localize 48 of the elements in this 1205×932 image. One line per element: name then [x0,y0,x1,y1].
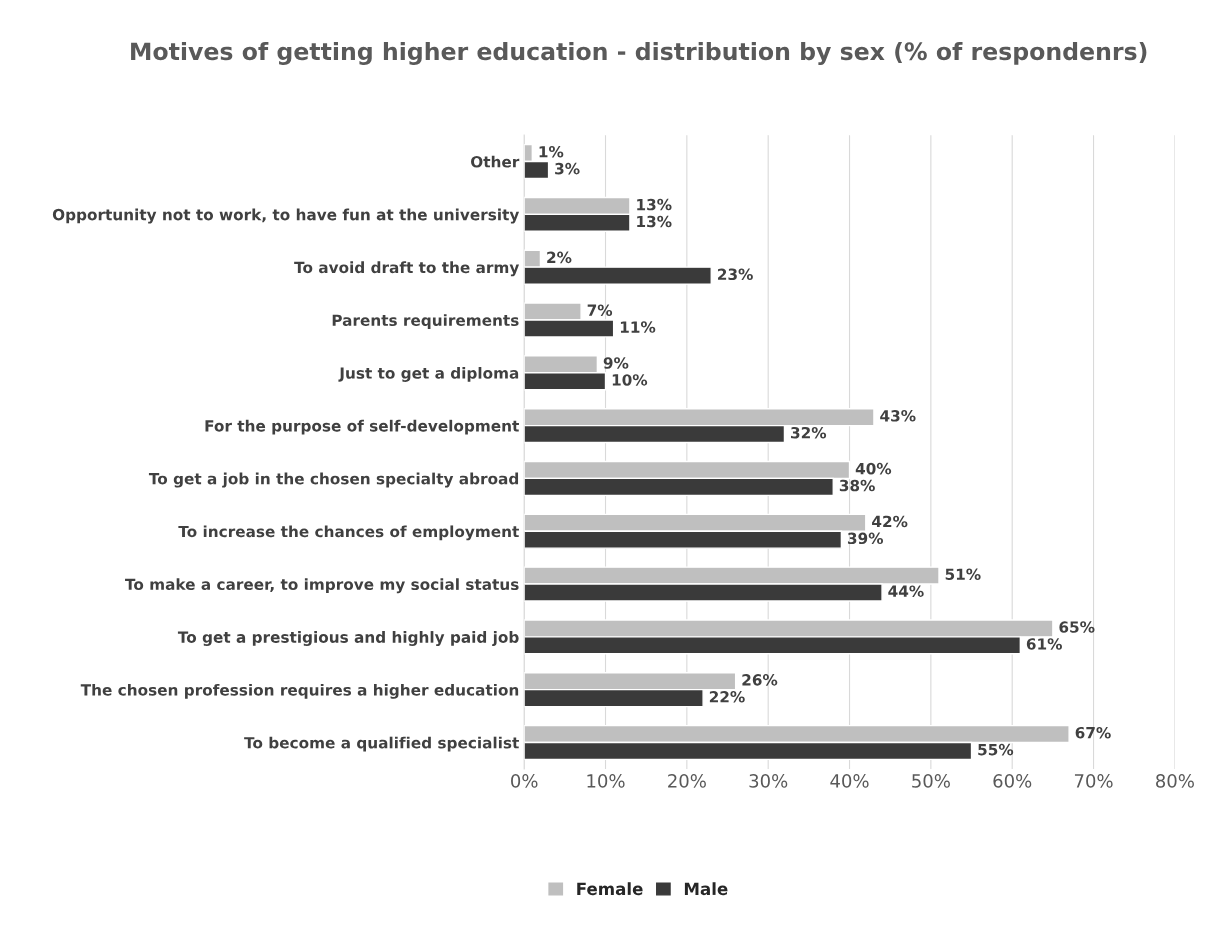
legend-label: Male [684,882,728,896]
x-tick-label: 60% [993,774,1032,788]
x-tick-label: 0% [511,774,538,788]
data-label: 23% [718,268,753,281]
x-tick-label: 20% [668,774,706,788]
y-tick-label: To increase the chances of employment [178,525,519,541]
y-tick-label: To become a qualified specialist [244,736,519,752]
y-tick-label: To get a prestigious and highly paid job [177,631,519,646]
y-tick-label: Just to get a diploma [338,367,519,382]
x-tick-label: 10% [587,774,625,788]
y-tick-label: Other [471,155,520,168]
data-label: 2% [547,251,572,264]
data-label: 38% [839,479,875,492]
data-label: 67% [1075,726,1111,739]
data-label: 43% [880,410,916,422]
data-label: 7% [587,304,613,316]
y-tick-label: To make a career, to improve my social status [125,578,519,594]
y-tick-label: Opportunity not to work, to have fun at the university [52,208,520,224]
data-label: 13% [637,198,672,211]
x-tick-label: 70% [1074,774,1113,788]
y-tick-label: The chosen profession requires a higher education [80,683,519,699]
data-label: 13% [637,215,672,228]
data-label: 26% [742,674,778,686]
data-label: 65% [1059,621,1095,633]
y-tick-label: Parents requirements [332,314,519,329]
data-label: 1% [539,145,564,158]
x-tick-label: 50% [912,774,950,788]
data-label: 22% [709,691,745,703]
y-tick-label: For the purpose of self-development [205,419,519,435]
data-label: 40% [855,462,892,475]
chart-title: Motives of getting higher education - distribution by sex (% of respondenrs) [131,41,1147,65]
data-label: 51% [945,568,981,581]
data-label: 3% [555,162,580,175]
data-label: 42% [872,515,908,528]
x-tick-label: 80% [1156,774,1194,788]
y-tick-label: To get a job in the chosen specialty abroad [148,472,519,488]
data-label: 44% [888,585,924,597]
data-label: 39% [847,532,884,545]
y-tick-label: To avoid draft to the army [294,261,520,277]
data-label: 32% [791,426,827,439]
data-label: 61% [1026,638,1062,650]
data-label: 11% [620,321,656,333]
data-label: 10% [612,374,648,386]
data-label: 55% [978,743,1014,756]
x-tick-label: 30% [749,774,788,788]
x-tick-label: 40% [830,774,869,788]
legend-label: Female [577,882,643,896]
data-label: 9% [603,357,629,369]
